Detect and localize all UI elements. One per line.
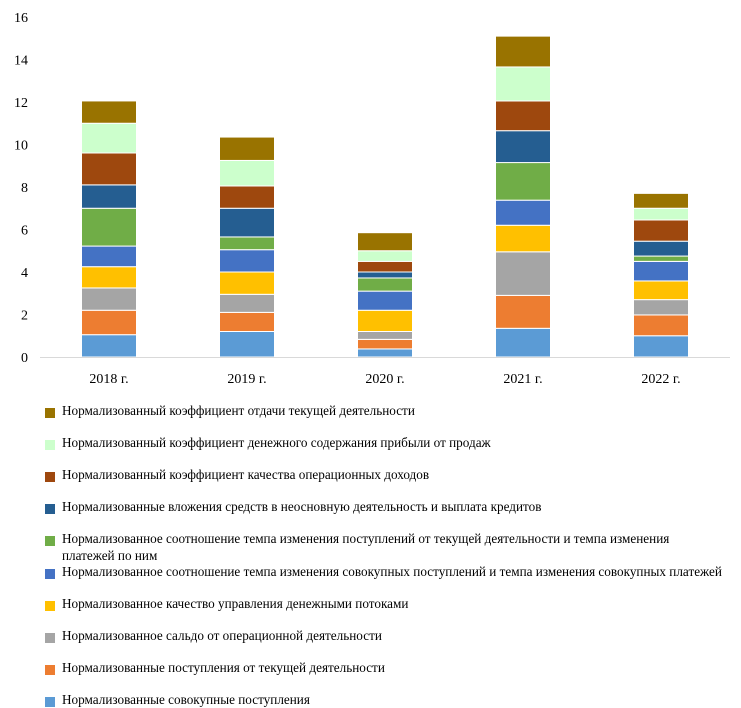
bar-segment (495, 130, 551, 164)
bar-segment (633, 240, 689, 257)
x-axis: 2018 г. 2019 г. 2020 г. 2021 г. 2022 г. (89, 372, 680, 387)
bar-segment (219, 331, 275, 358)
y-tick-label: 10 (14, 139, 28, 154)
y-tick-label: 8 (21, 181, 28, 196)
legend-label: Нормализованный коэффициент денежного со… (62, 435, 491, 450)
x-tick-label: 2022 г. (641, 372, 680, 387)
bars (81, 35, 689, 358)
y-tick-label: 14 (14, 54, 28, 69)
x-tick-label: 2018 г. (89, 372, 128, 387)
legend-label: Нормализованные вложения средств в неосн… (62, 499, 542, 514)
y-tick-label: 6 (21, 224, 28, 239)
bar-segment (495, 327, 551, 358)
bar-segment (357, 309, 413, 332)
bar-segment (633, 192, 689, 209)
bar-segment (219, 185, 275, 209)
bar-segment (495, 66, 551, 102)
legend-swatch (45, 408, 55, 418)
legend-label: Нормализованный коэффициент отдачи текущ… (62, 403, 415, 418)
bar-segment (357, 290, 413, 311)
bar-segment (495, 199, 551, 226)
legend-swatch (45, 569, 55, 579)
bar-segment (357, 338, 413, 350)
bar-segment (81, 309, 137, 336)
bar-segment (81, 334, 137, 358)
bar-segment (357, 260, 413, 273)
y-tick-label: 12 (14, 96, 28, 111)
y-axis: 0 2 4 6 8 10 12 14 16 (14, 11, 28, 366)
bar-segment (219, 136, 275, 161)
legend-swatch (45, 536, 55, 546)
bar-segment (219, 271, 275, 295)
legend-swatch (45, 440, 55, 450)
bar-segment (81, 207, 137, 247)
bar-segment (495, 35, 551, 68)
bar-segment (633, 255, 689, 262)
legend-swatch (45, 665, 55, 675)
bar-segment (633, 260, 689, 282)
bar-segment (633, 219, 689, 242)
bar-segment (495, 100, 551, 132)
legend-swatch (45, 633, 55, 643)
legend-label: Нормализованное соотношение темпа измене… (62, 531, 670, 563)
legend-label: Нормализованное соотношение темпа измене… (62, 564, 722, 579)
bar-segment (81, 152, 137, 186)
legend-swatch (45, 504, 55, 514)
bar-segment (495, 224, 551, 253)
x-tick-label: 2020 г. (365, 372, 404, 387)
stacked-bar-chart: 0 2 4 6 8 10 12 14 16 2018 г. 2019 г. 2020 г. 2021 … (14, 11, 730, 387)
x-tick-label: 2019 г. (227, 372, 266, 387)
bar-segment (357, 232, 413, 252)
bar-segment (219, 236, 275, 251)
bar-segment (633, 280, 689, 301)
bar-segment (81, 266, 137, 289)
x-tick-label: 2021 г. (503, 372, 542, 387)
bar-segment (219, 293, 275, 313)
bar-segment (219, 311, 275, 332)
bar-segment (219, 207, 275, 238)
legend-swatch (45, 601, 55, 611)
legend-label: Нормализованные поступления от текущей д… (62, 660, 385, 675)
bar-segment (81, 287, 137, 311)
bar-segment (633, 335, 689, 358)
bar-segment (495, 294, 551, 329)
y-tick-label: 0 (21, 351, 28, 366)
bar-segment (357, 277, 413, 292)
y-tick-label: 16 (14, 11, 28, 26)
y-tick-label: 2 (21, 309, 28, 324)
bar-segment (81, 122, 137, 154)
legend-label: Нормализованный коэффициент качества опе… (62, 467, 430, 482)
bar-segment (357, 348, 413, 358)
bar-segment (357, 250, 413, 262)
legend-swatch (45, 472, 55, 482)
legend-label: Нормализованное сальдо от операционной д… (62, 628, 382, 643)
legend-label: Нормализованные совокупные поступления (62, 692, 310, 707)
bar-segment (633, 299, 689, 316)
bar-segment (357, 331, 413, 340)
bar-segment (633, 207, 689, 221)
bar-segment (219, 249, 275, 273)
legend-swatch (45, 697, 55, 707)
y-tick-label: 4 (21, 266, 28, 281)
bar-segment (81, 245, 137, 268)
bar-segment (81, 100, 137, 124)
legend-label: Нормализованное качество управления дене… (62, 596, 409, 611)
bar-segment (495, 251, 551, 296)
bar-segment (633, 314, 689, 337)
bar-segment (219, 159, 275, 187)
bar-segment (81, 184, 137, 209)
bar-segment (357, 271, 413, 279)
bar-segment (495, 162, 551, 201)
